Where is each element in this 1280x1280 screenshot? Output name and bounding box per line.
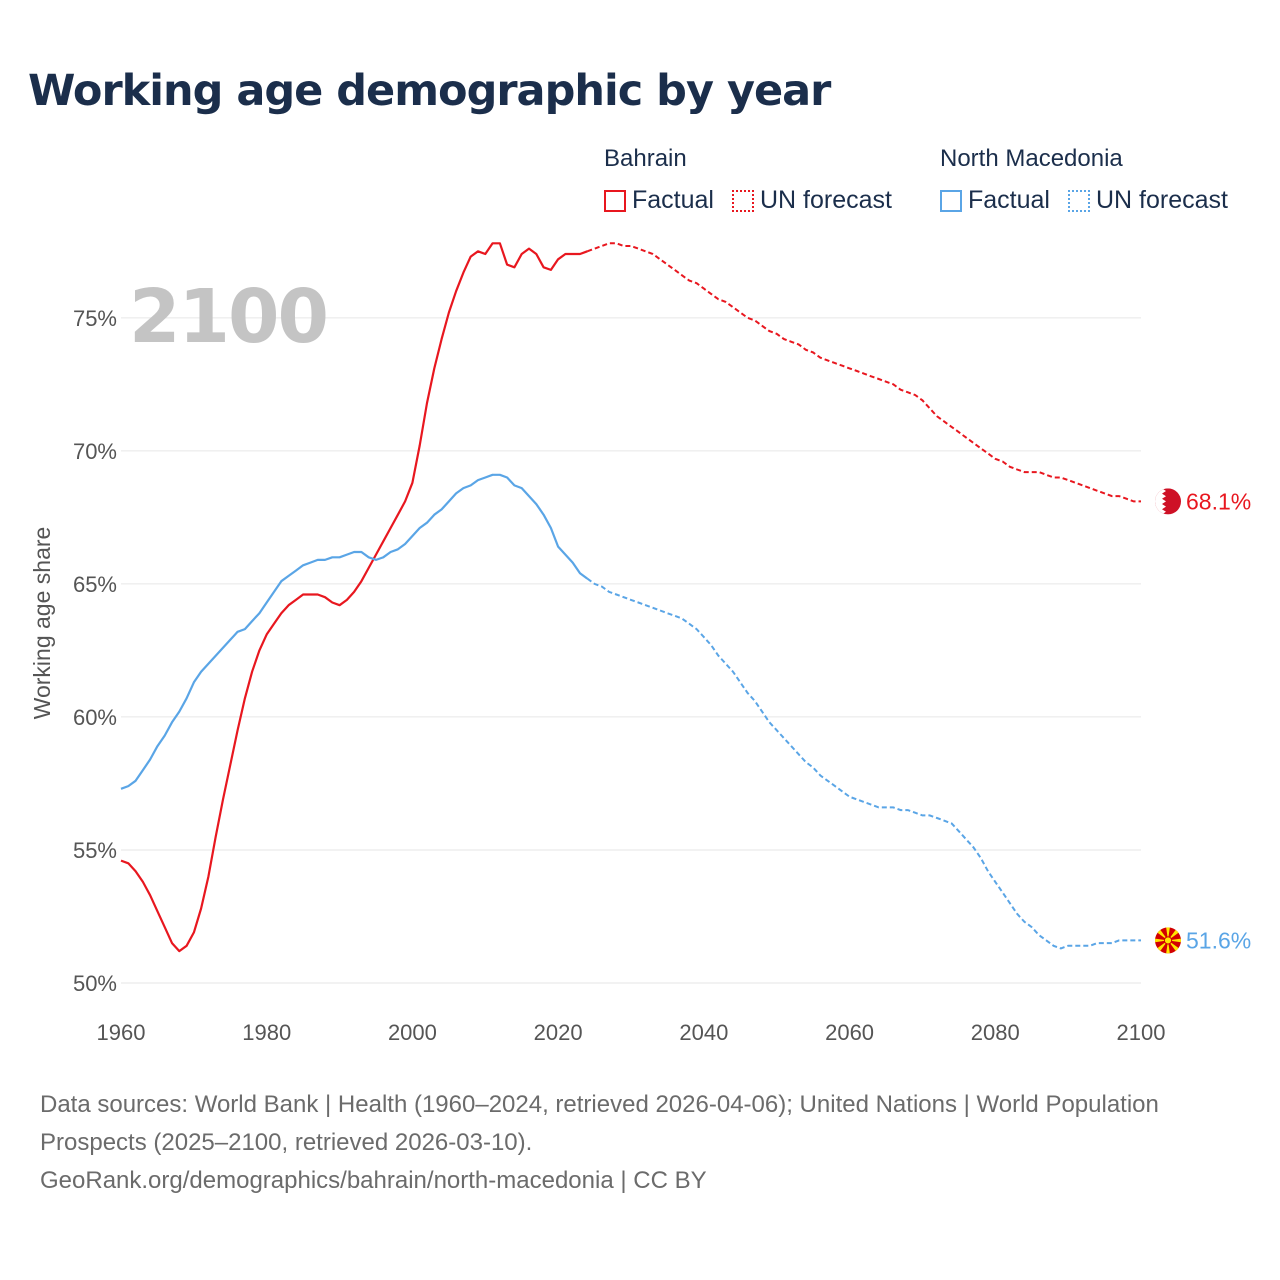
footer: Data sources: World Bank | Health (1960–… [40,1086,1180,1200]
legend-swatch-dotted [1067,189,1090,212]
y-axis: 50% 55% 60% 65% 70% 75% [73,306,117,996]
legend-label: UN forecast [759,186,892,214]
north-macedonia-forecast-line [586,577,1141,950]
source-url: GeoRank.org/demographics/bahrain/north-m… [40,1167,707,1194]
bahrain-forecast-line [586,242,1141,503]
north-macedonia-end-value: 51.6% [1186,927,1251,953]
x-tick-label: 2020 [534,1020,583,1045]
legend-group-name: North Macedonia [940,145,1123,172]
legend-item-north-macedonia-factual[interactable]: Factual [940,186,1050,215]
bahrain-factual-line [120,242,588,953]
x-axis: 1960 1980 2000 2020 2040 2060 2080 2100 [97,1020,1166,1045]
north-macedonia-flag-icon [1155,927,1181,954]
legend-group-bahrain: Bahrain Factual UN forecast [604,144,892,215]
legend-item-bahrain-factual[interactable]: Factual [604,186,714,215]
chart-title: Working age demographic by year [28,66,831,116]
north-macedonia-factual-line [120,473,588,790]
chart-plot: 2100 50% 55% 60% 65% 70% 75% 1960 1980 2000 2020… [29,242,1251,1045]
data-sources: Data sources: World Bank | Health (1960–… [40,1091,1159,1156]
legend-swatch-solid [604,189,626,212]
y-axis-label: Working age share [29,527,55,720]
y-tick-label: 60% [73,705,117,730]
x-tick-label: 2040 [679,1020,728,1045]
y-tick-label: 70% [73,439,117,464]
legend-group-name: Bahrain [604,145,687,172]
legend-swatch-solid [940,189,962,212]
series [120,242,1141,953]
legend-label: Factual [632,186,714,214]
x-tick-label: 1980 [242,1020,291,1045]
bahrain-end-value: 68.1% [1186,488,1251,514]
bahrain-flag-icon [1155,488,1181,515]
legend-label: Factual [968,186,1050,214]
x-tick-label: 2100 [1117,1020,1166,1045]
y-tick-label: 55% [73,838,117,863]
end-markers [1155,488,1181,954]
x-tick-label: 2080 [971,1020,1020,1045]
y-tick-label: 65% [73,572,117,597]
x-tick-label: 2060 [825,1020,874,1045]
x-tick-label: 2000 [388,1020,437,1045]
year-indicator: 2100 [129,274,327,360]
grid [121,317,1141,984]
legend-group-north-macedonia: North Macedonia Factual UN forecast [940,144,1228,215]
y-tick-label: 50% [73,971,117,996]
legend-item-bahrain-forecast[interactable]: UN forecast [731,186,892,215]
legend-label: UN forecast [1095,186,1228,214]
legend-swatch-dotted [731,189,754,212]
y-tick-label: 75% [73,306,117,331]
x-tick-label: 1960 [97,1020,146,1045]
legend-item-north-macedonia-forecast[interactable]: UN forecast [1067,186,1228,215]
